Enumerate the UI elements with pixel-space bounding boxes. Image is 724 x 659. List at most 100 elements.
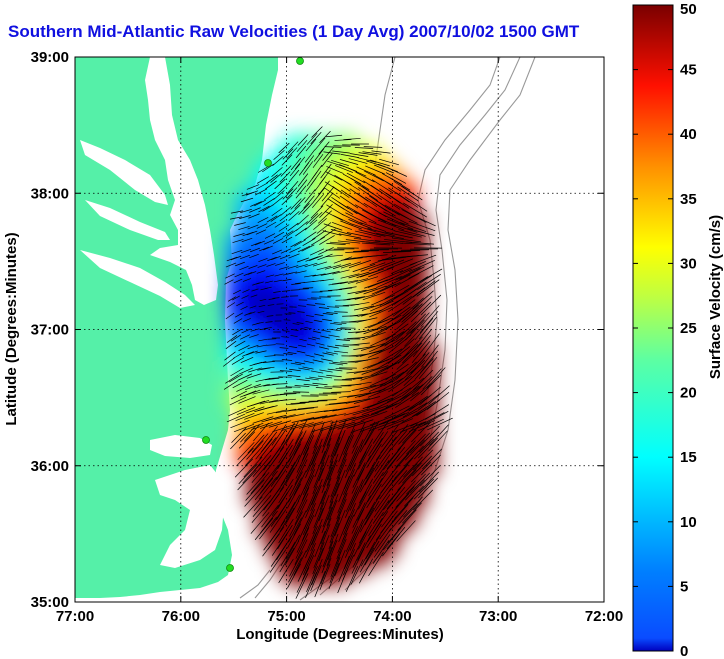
velocity-vector xyxy=(265,414,287,422)
velocity-vector xyxy=(413,449,433,471)
velocity-vector xyxy=(354,294,376,300)
velocity-vector xyxy=(387,521,407,543)
velocity-vector xyxy=(302,366,314,370)
velocity-vector xyxy=(314,176,326,192)
velocity-vector xyxy=(384,284,410,300)
velocity-vector xyxy=(288,253,300,259)
velocity-vector xyxy=(403,456,423,478)
velocity-vector xyxy=(288,169,300,183)
velocity-vector xyxy=(230,334,242,342)
velocity-vector xyxy=(240,197,254,203)
velocity-vector xyxy=(278,224,290,232)
y-tick-label: 39:00 xyxy=(31,49,69,66)
velocity-vector xyxy=(310,484,322,512)
velocity-vector xyxy=(326,499,338,527)
velocity-cell xyxy=(246,484,258,496)
velocity-vector xyxy=(231,427,247,443)
velocity-vector xyxy=(417,268,443,284)
velocity-cell xyxy=(306,344,318,356)
velocity-vector xyxy=(314,570,326,598)
velocity-vector xyxy=(350,423,378,433)
velocity-vector xyxy=(266,315,274,317)
velocity-vector xyxy=(233,351,245,359)
velocity-vector xyxy=(290,289,300,291)
velocity-vector xyxy=(330,550,342,578)
velocity-vector xyxy=(402,462,422,484)
velocity-cell xyxy=(306,334,318,346)
velocity-vector xyxy=(362,151,382,155)
velocity-vector xyxy=(418,477,438,499)
velocity-vector xyxy=(419,316,437,340)
velocity-cell xyxy=(336,194,348,206)
velocity-vector xyxy=(248,367,262,373)
velocity-vector xyxy=(351,508,365,534)
velocity-vector xyxy=(296,350,306,354)
velocity-vector xyxy=(370,333,396,347)
velocity-vector xyxy=(385,393,411,409)
velocity-vector xyxy=(250,294,258,298)
velocity-vector xyxy=(235,312,243,318)
velocity-vector xyxy=(294,361,306,365)
velocity-vector xyxy=(313,541,325,569)
velocity-vector xyxy=(373,534,391,558)
velocity-vector xyxy=(247,224,259,230)
velocity-vector xyxy=(389,504,409,526)
velocity-cell xyxy=(376,334,388,346)
velocity-cell xyxy=(326,494,338,506)
velocity-cell xyxy=(306,434,318,446)
velocity-vector xyxy=(365,241,395,245)
velocity-cell xyxy=(306,394,318,406)
velocity-cell xyxy=(266,294,278,306)
velocity-vector xyxy=(296,487,310,513)
velocity-vector xyxy=(398,503,418,525)
velocity-vector xyxy=(402,502,422,524)
velocity-vector xyxy=(306,526,318,552)
velocity-vector xyxy=(286,229,298,237)
velocity-cell xyxy=(336,284,348,296)
velocity-vector xyxy=(238,431,256,449)
velocity-cell xyxy=(316,264,328,276)
velocity-cell xyxy=(246,244,258,256)
velocity-vector xyxy=(388,510,408,532)
velocity-vector xyxy=(395,446,415,468)
velocity-cell xyxy=(316,424,328,436)
velocity-vector xyxy=(360,343,386,351)
velocity-vector xyxy=(391,262,417,274)
velocity-vector xyxy=(286,534,300,560)
velocity-cell xyxy=(346,534,358,546)
velocity-vector xyxy=(306,446,318,472)
pamlico-sound xyxy=(155,465,224,568)
velocity-vector xyxy=(419,311,439,333)
velocity-vector xyxy=(381,464,399,488)
velocity-vector xyxy=(337,240,361,244)
velocity-cell xyxy=(326,334,338,346)
velocity-vector xyxy=(382,251,412,253)
velocity-vector xyxy=(324,254,344,258)
velocity-cell xyxy=(276,354,288,366)
velocity-vector xyxy=(368,432,384,456)
velocity-vector xyxy=(400,261,426,273)
velocity-cell xyxy=(246,314,258,326)
velocity-cell xyxy=(256,214,268,226)
velocity-vector xyxy=(298,203,310,215)
velocity-vector xyxy=(279,212,291,222)
velocity-vector xyxy=(305,354,315,358)
velocity-vector xyxy=(410,213,436,227)
velocity-vector xyxy=(256,321,264,325)
velocity-vector xyxy=(366,523,382,549)
velocity-vector xyxy=(303,360,315,364)
velocity-cell xyxy=(406,294,418,306)
velocity-vector xyxy=(279,347,289,349)
velocity-vector xyxy=(296,257,310,263)
velocity-vector xyxy=(266,263,276,267)
velocity-vector xyxy=(271,424,287,446)
velocity-vector xyxy=(343,469,355,495)
velocity-vector xyxy=(363,146,383,148)
velocity-vector xyxy=(306,343,316,347)
velocity-vector xyxy=(301,244,315,252)
velocity-vector xyxy=(347,167,367,177)
velocity-vector xyxy=(346,419,374,429)
velocity-vector xyxy=(319,443,331,471)
velocity-vector xyxy=(397,429,417,451)
velocity-cell xyxy=(246,304,258,316)
